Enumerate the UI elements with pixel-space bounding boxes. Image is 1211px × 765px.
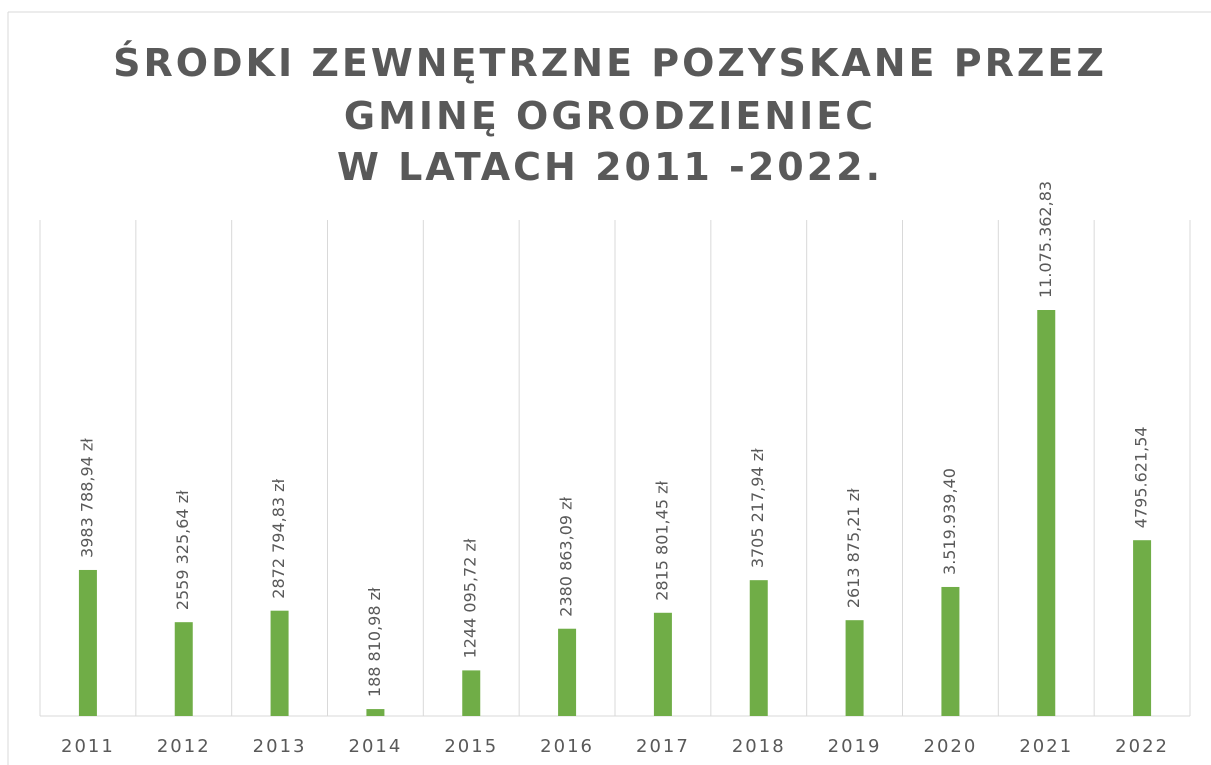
data-label: 11.075.362,83 [1036,181,1055,298]
bar [1037,310,1056,716]
data-label: 1244 095,72 zł [461,538,480,658]
x-tick-label: 2011 [61,736,115,757]
x-tick-label: 2020 [924,736,978,757]
data-label: 2380 863,09 zł [557,496,576,616]
data-label: 2559 325,64 zł [173,490,192,610]
x-tick-label: 2014 [349,736,403,757]
x-tick-label: 2021 [1019,736,1073,757]
data-label: 3.519.939,40 [940,468,959,575]
data-label: 3705 217,94 zł [748,448,767,568]
data-label: 2815 801,45 zł [652,481,671,601]
bar [941,586,960,716]
x-tick-label: 2012 [157,736,211,757]
data-label: 188 810,98 zł [365,587,384,697]
bar [653,612,672,716]
bar [78,569,97,716]
chart-title: GMINĘ OGRODZIENIEC [344,94,876,138]
bar [366,709,385,716]
x-tick-label: 2016 [540,736,594,757]
data-label: 3983 788,94 zł [77,438,96,558]
bar [270,610,289,716]
x-tick-label: 2013 [253,736,307,757]
data-label: 2872 794,83 zł [269,478,288,598]
chart-title: ŚRODKI ZEWNĘTRZNE POZYSKANE PRZEZ [113,41,1107,85]
x-tick-label: 2015 [444,736,498,757]
x-tick-label: 2018 [732,736,786,757]
bar [174,622,193,716]
bar [1133,540,1152,716]
x-tick-label: 2019 [828,736,882,757]
bar [749,580,768,716]
bar [845,620,864,716]
data-label: 2613 875,21 zł [844,488,863,608]
data-label: 4795.621,54 [1132,426,1151,528]
bar [462,670,481,716]
x-tick-label: 2022 [1115,736,1169,757]
x-tick-label: 2017 [636,736,690,757]
chart-title: W LATACH 2011 -2022. [337,145,883,189]
bar [558,628,577,716]
